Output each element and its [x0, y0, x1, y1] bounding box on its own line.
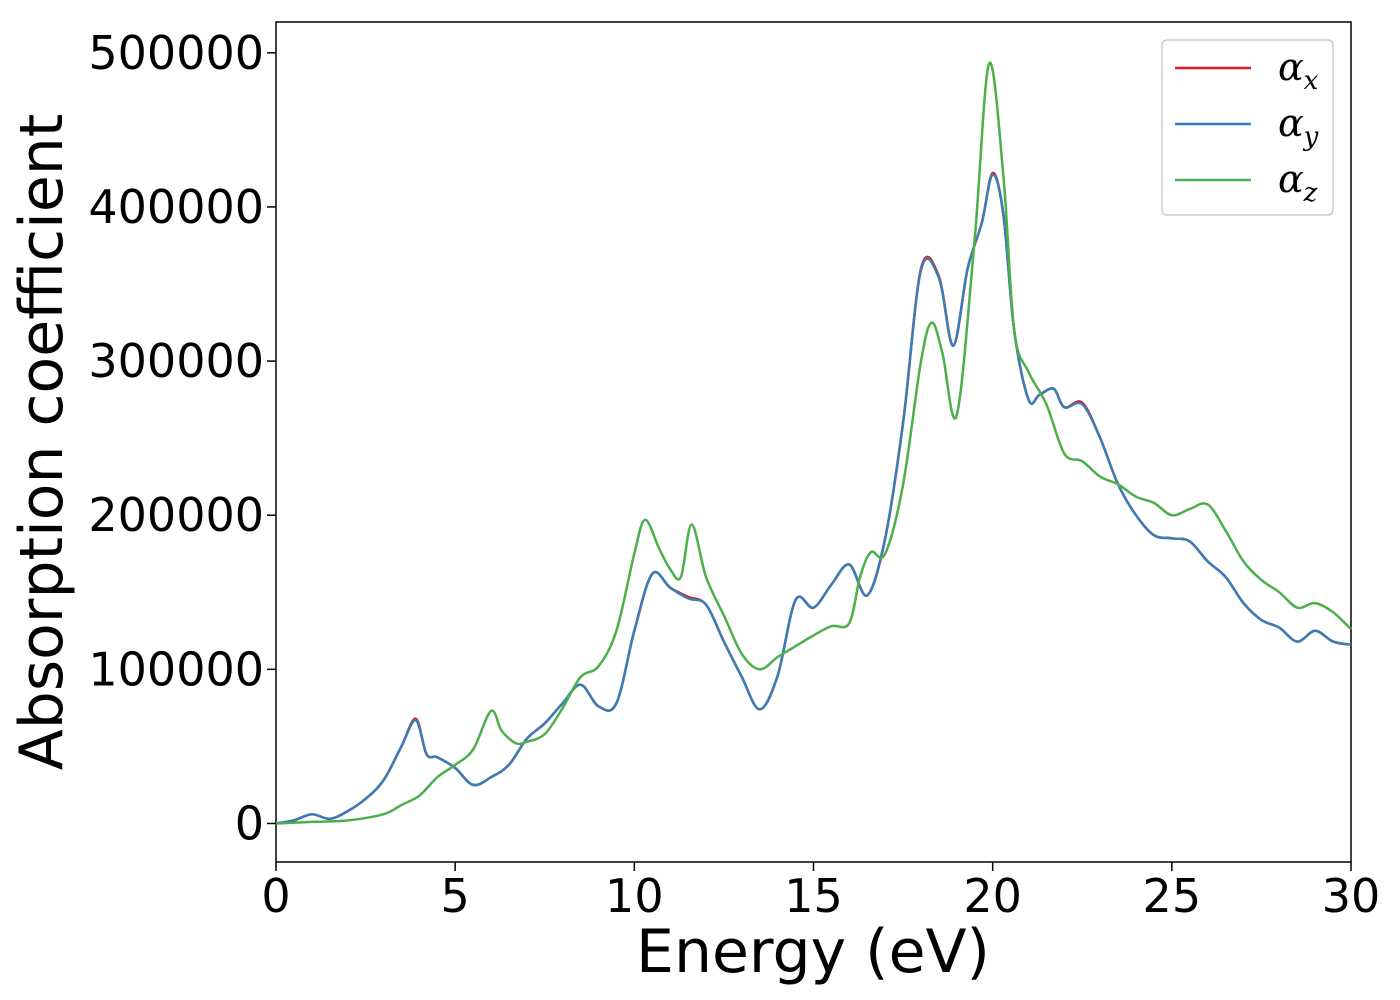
x-tick-label: 15	[784, 869, 843, 923]
legend-label-z: αz	[1278, 157, 1318, 208]
y-tick-label: 300000	[88, 334, 264, 388]
x-tick-label: 30	[1322, 869, 1381, 923]
x-tick-label: 20	[963, 869, 1022, 923]
x-tick-label: 10	[605, 869, 664, 923]
legend-box	[1161, 39, 1334, 216]
series-line-z	[275, 61, 1352, 825]
legend-label-x: αx	[1278, 45, 1319, 96]
y-tick-label: 400000	[88, 180, 264, 234]
y-axis: 0 100000 200000 300000 400000 500000	[88, 26, 276, 850]
y-axis-label: Absorption coefficient	[7, 114, 77, 771]
y-tick-label: 200000	[88, 488, 264, 542]
x-tick-label: 25	[1143, 869, 1202, 923]
y-tick-label: 100000	[88, 642, 264, 696]
series-line-y	[275, 173, 1352, 825]
legend-label-y: αy	[1278, 101, 1319, 152]
x-axis-label: Energy (eV)	[636, 917, 990, 987]
x-tick-label: 0	[261, 869, 290, 923]
x-tick-label: 5	[441, 869, 470, 923]
y-tick-label: 500000	[88, 26, 264, 80]
y-tick-label: 0	[235, 796, 264, 850]
series-layer	[275, 61, 1352, 825]
x-axis: 0 5 10 15 20 25 30	[261, 862, 1380, 923]
